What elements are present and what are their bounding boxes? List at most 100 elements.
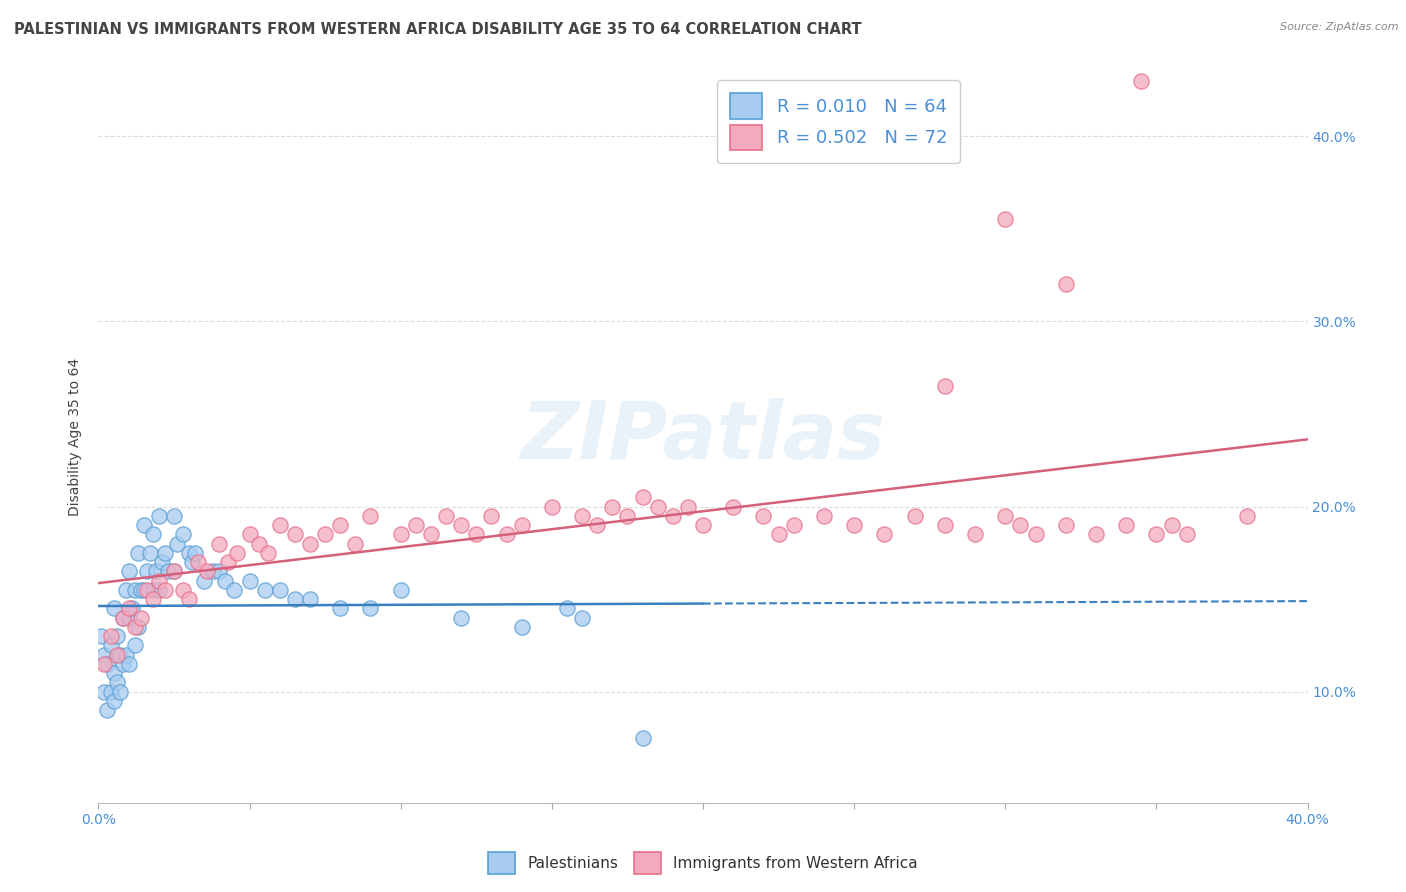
Point xyxy=(329,601,352,615)
Point xyxy=(1054,277,1077,292)
Point xyxy=(195,565,218,579)
Point xyxy=(208,565,231,579)
Point xyxy=(299,592,322,607)
Point xyxy=(1054,518,1077,533)
Point xyxy=(752,508,775,523)
Point xyxy=(105,629,128,643)
Point xyxy=(555,601,578,615)
Point xyxy=(187,555,209,569)
Point xyxy=(139,546,162,560)
Point xyxy=(132,518,155,533)
Point xyxy=(586,518,609,533)
Point xyxy=(284,592,307,607)
Point xyxy=(179,546,201,560)
Point xyxy=(114,582,136,597)
Point xyxy=(172,582,194,597)
Point xyxy=(692,518,714,533)
Point xyxy=(360,601,382,615)
Point xyxy=(1024,527,1046,541)
Point xyxy=(132,582,155,597)
Point xyxy=(420,527,443,541)
Point xyxy=(934,518,956,533)
Point xyxy=(135,582,157,597)
Point xyxy=(142,592,165,607)
Point xyxy=(108,648,131,662)
Point xyxy=(247,536,270,550)
Point xyxy=(96,703,118,717)
Point xyxy=(103,666,125,681)
Point xyxy=(450,518,472,533)
Point xyxy=(90,629,112,643)
Point xyxy=(166,536,188,550)
Point xyxy=(269,518,291,533)
Point xyxy=(465,527,488,541)
Point xyxy=(723,500,745,514)
Point xyxy=(127,546,149,560)
Point xyxy=(179,592,201,607)
Point xyxy=(129,610,152,624)
Point xyxy=(661,508,683,523)
Point xyxy=(284,527,307,541)
Point xyxy=(631,731,654,745)
Point xyxy=(226,546,249,560)
Point xyxy=(1160,518,1182,533)
Point xyxy=(783,518,806,533)
Point xyxy=(768,527,790,541)
Point xyxy=(1085,527,1108,541)
Point xyxy=(124,639,146,653)
Point xyxy=(118,657,141,671)
Point xyxy=(510,620,533,634)
Point xyxy=(142,527,165,541)
Point xyxy=(114,648,136,662)
Point xyxy=(676,500,699,514)
Point xyxy=(100,684,122,698)
Point xyxy=(100,629,122,643)
Point xyxy=(844,518,866,533)
Point xyxy=(108,684,131,698)
Point xyxy=(100,639,122,653)
Point xyxy=(105,648,128,662)
Point xyxy=(121,601,143,615)
Point xyxy=(202,565,225,579)
Point xyxy=(1010,518,1032,533)
Point xyxy=(93,657,115,671)
Point xyxy=(269,582,291,597)
Point xyxy=(389,527,412,541)
Point xyxy=(405,518,427,533)
Point xyxy=(145,565,167,579)
Point xyxy=(1144,527,1167,541)
Point xyxy=(163,565,186,579)
Point xyxy=(135,565,157,579)
Point xyxy=(150,555,173,569)
Point xyxy=(329,518,352,533)
Point xyxy=(118,565,141,579)
Point xyxy=(163,565,186,579)
Point xyxy=(118,601,141,615)
Y-axis label: Disability Age 35 to 64: Disability Age 35 to 64 xyxy=(69,358,83,516)
Point xyxy=(481,508,503,523)
Legend: R = 0.010   N = 64, R = 0.502   N = 72: R = 0.010 N = 64, R = 0.502 N = 72 xyxy=(717,80,960,163)
Point xyxy=(239,527,262,541)
Point xyxy=(214,574,236,588)
Text: Source: ZipAtlas.com: Source: ZipAtlas.com xyxy=(1281,22,1399,32)
Point xyxy=(193,574,215,588)
Point xyxy=(239,574,262,588)
Point xyxy=(299,536,322,550)
Point xyxy=(616,508,638,523)
Point xyxy=(148,574,170,588)
Point xyxy=(253,582,276,597)
Point xyxy=(647,500,669,514)
Point xyxy=(631,490,654,504)
Point xyxy=(124,582,146,597)
Point xyxy=(571,508,593,523)
Point xyxy=(495,527,517,541)
Point xyxy=(142,582,165,597)
Point xyxy=(360,508,382,523)
Point xyxy=(994,212,1017,227)
Point xyxy=(510,518,533,533)
Point xyxy=(153,582,176,597)
Point xyxy=(904,508,927,523)
Point xyxy=(148,508,170,523)
Point xyxy=(118,610,141,624)
Point xyxy=(994,508,1017,523)
